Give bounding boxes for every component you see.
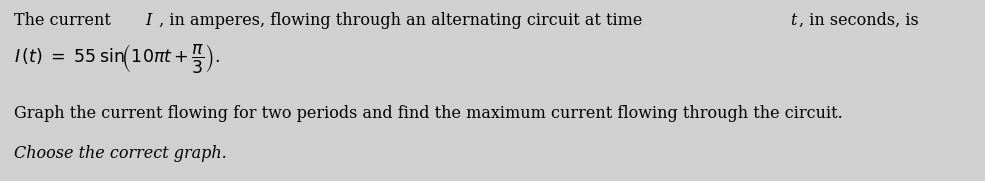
Text: I: I <box>146 12 152 29</box>
Text: , in seconds, is: , in seconds, is <box>799 12 919 29</box>
Text: Choose the correct graph.: Choose the correct graph. <box>14 145 227 162</box>
Text: , in amperes, flowing through an alternating circuit at time: , in amperes, flowing through an alterna… <box>154 12 647 29</box>
Text: The current: The current <box>14 12 116 29</box>
Text: $I\,(t)\; =\; 55\;\mathrm{sin}\!\left(10\pi t + \dfrac{\pi}{3}\right).$: $I\,(t)\; =\; 55\;\mathrm{sin}\!\left(10… <box>14 42 220 75</box>
Text: t: t <box>791 12 797 29</box>
Text: Graph the current flowing for two periods and find the maximum current flowing t: Graph the current flowing for two period… <box>14 105 843 122</box>
